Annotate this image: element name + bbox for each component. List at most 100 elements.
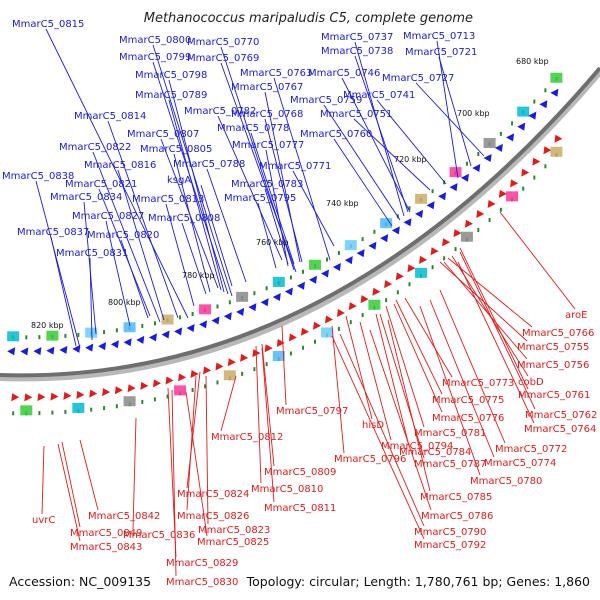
scale-tick <box>499 207 502 212</box>
feature-block <box>415 267 428 278</box>
scale-tick <box>431 265 434 270</box>
reverse-gene-label: MmarC5_0843 <box>70 542 142 553</box>
reverse-gene-label: MmarC5_0836 <box>123 530 195 541</box>
forward-gene-arrow <box>344 256 353 265</box>
reverse-gene-arrow <box>203 366 212 375</box>
feature-block <box>46 330 59 341</box>
forward-callout-line <box>264 91 301 263</box>
feature-block <box>199 304 212 315</box>
forward-gene-arrow <box>494 143 503 152</box>
forward-gene-arrow <box>148 333 157 342</box>
forward-gene-label: MmarC5_0800 <box>119 35 191 46</box>
forward-gene-label: MmarC5_0760 <box>300 129 372 140</box>
forward-gene-label: MmarC5_0805 <box>140 144 212 155</box>
scale-tick <box>179 315 182 320</box>
feature-block <box>161 314 174 325</box>
forward-callout-line <box>181 222 207 295</box>
scale-tick <box>301 269 304 274</box>
reverse-gene-arrow <box>89 389 98 398</box>
reverse-gene-label: MmarC5_0772 <box>495 444 567 455</box>
scale-tick <box>533 175 536 180</box>
forward-gene-arrow <box>236 307 245 316</box>
forward-gene-label: MmarC5_0807 <box>127 129 199 140</box>
forward-gene-arrow <box>248 303 257 312</box>
forward-gene-label: MmarC5_0799 <box>119 52 191 63</box>
feature-block <box>123 322 136 333</box>
reverse-callout-line <box>429 299 495 458</box>
forward-gene-label: MmarC5_0727 <box>382 73 454 84</box>
forward-gene-arrow <box>110 340 119 349</box>
reverse-gene-label: MmarC5_0824 <box>177 489 249 500</box>
scale-tick <box>115 328 118 333</box>
forward-gene-arrow <box>136 335 145 344</box>
forward-callout-line <box>98 188 151 317</box>
scale-tick <box>141 399 144 404</box>
reverse-gene-arrow <box>395 272 404 281</box>
feature-block <box>550 72 563 83</box>
reverse-callout-line <box>439 289 506 444</box>
reverse-gene-label: MmarC5_0774 <box>484 458 556 469</box>
scale-tick <box>477 151 480 156</box>
reverse-callout-line <box>61 441 81 528</box>
forward-gene-label: MmarC5_0820 <box>87 230 159 241</box>
reverse-gene-label: MmarC5_0829 <box>166 558 238 569</box>
forward-gene-arrow <box>472 163 481 172</box>
reverse-gene-label: MmarC5_0781 <box>414 428 486 439</box>
feature-block <box>344 240 357 251</box>
kbp-label-740: 740 kbp <box>326 199 359 208</box>
forward-gene-label: MmarC5_0721 <box>405 47 477 58</box>
forward-gene-label: MmarC5_0788 <box>173 159 245 170</box>
scale-tick <box>289 351 292 356</box>
reverse-gene-label: MmarC5_0842 <box>88 511 160 522</box>
forward-gene-arrow <box>284 287 293 296</box>
reverse-gene-label: MmarC5_0776 <box>432 413 504 424</box>
forward-gene-label: MmarC5_0808 <box>148 213 220 224</box>
scale-tick <box>544 88 547 93</box>
reverse-gene-arrow <box>140 381 149 390</box>
scale-tick <box>511 121 514 126</box>
reverse-callout-line <box>419 305 481 476</box>
scale-tick <box>141 323 144 328</box>
reverse-gene-label: hisD <box>362 420 384 431</box>
scale-tick <box>265 362 268 367</box>
reverse-callout-line <box>331 325 345 454</box>
kbp-label-820: 820 kbp <box>31 321 64 330</box>
feature-block <box>517 106 530 117</box>
kbp-label-760: 760 kbp <box>256 238 289 247</box>
forward-gene-label: MmarC5_0746 <box>308 68 380 79</box>
reverse-callout-line <box>369 329 432 511</box>
reverse-callout-line <box>393 303 443 413</box>
backbone-ring-shadow <box>0 70 600 382</box>
forward-gene-arrow <box>98 342 107 351</box>
reverse-gene-label: MmarC5_0773 <box>442 378 514 389</box>
forward-gene-arrow <box>186 323 195 332</box>
kbp-label-700: 700 kbp <box>457 109 490 118</box>
scale-tick <box>373 229 376 234</box>
kbp-label-800: 800 kbp <box>108 298 141 307</box>
reverse-gene-arrow <box>63 391 72 400</box>
forward-gene-label: ksgA <box>167 175 191 186</box>
reverse-gene-arrow <box>178 373 187 382</box>
scale-tick <box>314 339 316 344</box>
forward-callout-line <box>200 184 233 287</box>
scale-tick <box>488 218 491 223</box>
scale-tick <box>465 161 468 166</box>
feature-block <box>309 259 321 270</box>
feature-block <box>415 193 428 204</box>
scale-tick <box>431 189 434 194</box>
feature-block <box>320 327 333 338</box>
kbp-markers: 680 kbp 700 kbp 720 kbp 740 kbp 760 kbp … <box>31 57 549 330</box>
forward-callout-line <box>107 120 179 319</box>
forward-gene-arrow <box>309 275 317 284</box>
scale-tick <box>385 298 388 303</box>
reverse-gene-arrow <box>476 209 485 218</box>
forward-gene-arrow <box>174 327 183 336</box>
reverse-callout-line <box>457 261 535 424</box>
scale-tick <box>115 404 118 409</box>
reverse-gene-arrow <box>498 189 507 198</box>
forward-callout-line <box>206 168 247 283</box>
reverse-callout-line <box>345 315 373 420</box>
reverse-callout-line <box>499 211 576 310</box>
scale-tick <box>253 367 256 372</box>
